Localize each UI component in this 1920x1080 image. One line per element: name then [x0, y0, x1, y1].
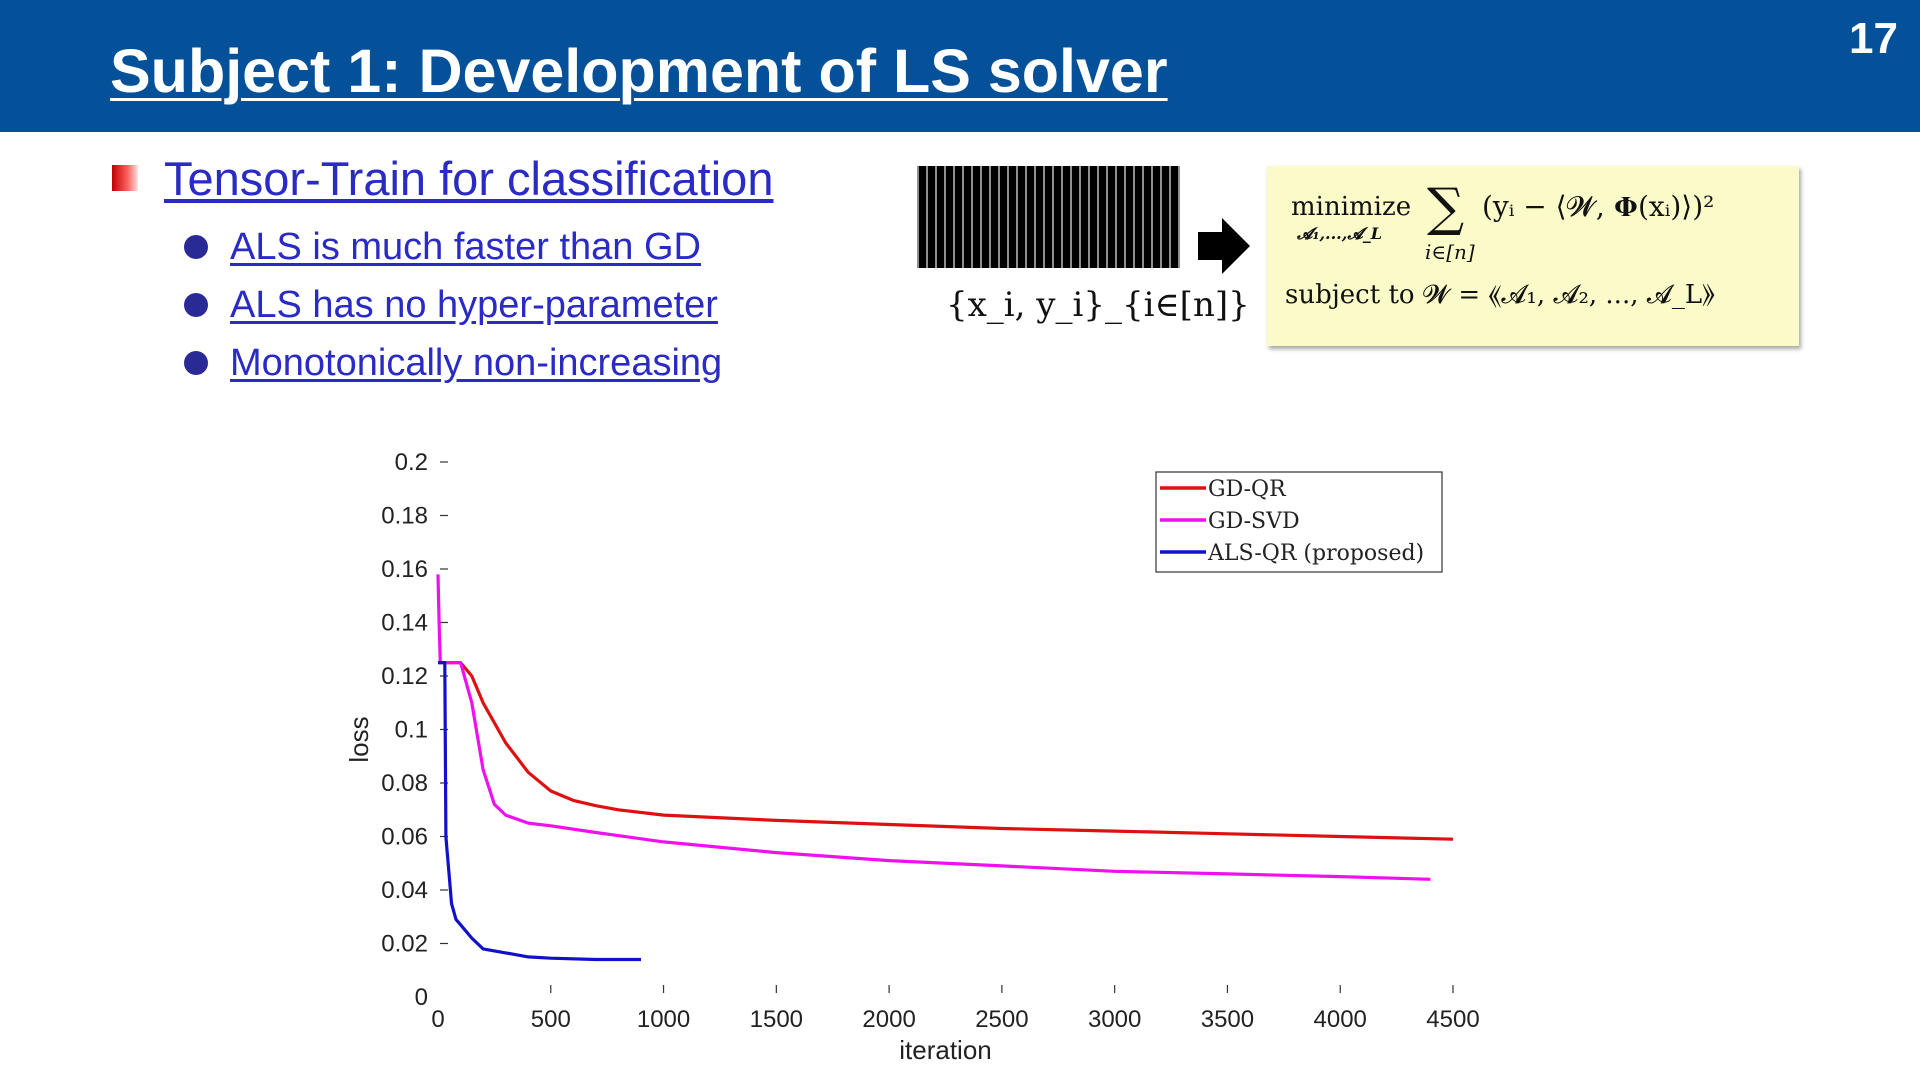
sub-bullet-link[interactable]: ALS has no hyper-parameter — [230, 283, 718, 326]
square-bullet-icon — [112, 165, 138, 191]
y-tick-label: 0 — [415, 984, 428, 1011]
main-bullet-link[interactable]: Tensor-Train for classification — [164, 151, 774, 205]
chart-axes: 0 0.02 0.04 0.06 0.08 0.1 0.12 0.14 0.16 0.18 0.2 0… — [381, 449, 1479, 1033]
x-tick-label: 3500 — [1201, 1006, 1254, 1033]
optimization-formula: minimize 𝓐₁,...,𝓐_L ∑ i∈[n] (yᵢ − ⟨𝓦, 𝚽(… — [1267, 166, 1799, 346]
sub-bullet-link[interactable]: ALS is much faster than GD — [230, 225, 701, 268]
list-item: Monotonically non-increasing — [184, 334, 722, 392]
sum-symbol: ∑ — [1427, 178, 1465, 238]
loss-chart: 0 0.02 0.04 0.06 0.08 0.1 0.12 0.14 0.16 0.18 0.2 0… — [344, 449, 1480, 1065]
page-number: 17 — [1849, 14, 1898, 63]
formula-constraint: subject to 𝓦 = ⟪𝓐₁, 𝓐₂, ..., 𝓐_L⟫ — [1285, 280, 1716, 310]
formula-objective-sub: 𝓐₁,...,𝓐_L — [1297, 224, 1383, 243]
series-line — [438, 661, 1454, 841]
right-arrow-icon — [1198, 218, 1250, 274]
chart-legend: GD-QR GD-SVD ALS-QR (proposed) — [1155, 471, 1443, 573]
main-bullet: Tensor-Train for classification — [112, 151, 774, 205]
legend-box — [1155, 471, 1443, 573]
dot-bullet-icon — [184, 293, 208, 317]
y-tick-label: 0.2 — [395, 449, 428, 476]
x-tick-label: 2000 — [862, 1006, 915, 1033]
x-tick-label: 1500 — [750, 1006, 803, 1033]
y-tick-label: 0.14 — [381, 610, 428, 637]
y-tick-label: 0.16 — [381, 556, 428, 583]
slide-header: Subject 1: Development of LS solver 17 — [0, 0, 1920, 132]
formula-sum-sub: i∈[n] — [1425, 240, 1475, 264]
x-tick-label: 1000 — [637, 1006, 690, 1033]
dot-bullet-icon — [184, 351, 208, 375]
x-tick-label: 3000 — [1088, 1006, 1141, 1033]
dataset-label: {x_i, y_i}_{i∈[n]} — [946, 285, 1250, 325]
y-axis-label: loss — [344, 716, 374, 762]
y-tick-label: 0.04 — [381, 877, 428, 904]
slide-title: Subject 1: Development of LS solver — [110, 37, 1168, 105]
series-line — [438, 661, 641, 962]
y-tick-label: 0.02 — [381, 931, 428, 958]
sub-bullet-link[interactable]: Monotonically non-increasing — [230, 341, 723, 384]
x-tick-label: 4500 — [1426, 1006, 1479, 1033]
y-tick-label: 0.1 — [395, 717, 428, 744]
series-line — [436, 574, 1431, 881]
y-tick-label: 0.12 — [381, 663, 428, 690]
y-tick-label: 0.06 — [381, 824, 428, 851]
sub-bullet-list: ALS is much faster than GD ALS has no hy… — [184, 218, 722, 392]
formula-objective-word: minimize — [1291, 192, 1412, 222]
x-tick-label: 0 — [431, 1006, 444, 1033]
list-item: ALS is much faster than GD — [184, 218, 722, 276]
list-item: ALS has no hyper-parameter — [184, 276, 722, 334]
y-tick-label: 0.18 — [381, 503, 428, 530]
y-tick-label: 0.08 — [381, 770, 428, 797]
legend-label: ALS-QR (proposed) — [1207, 541, 1424, 566]
x-axis-label: iteration — [899, 1035, 992, 1065]
chart-series — [436, 574, 1454, 962]
dot-bullet-icon — [184, 235, 208, 259]
x-tick-label: 500 — [531, 1006, 571, 1033]
legend-label: GD-SVD — [1208, 509, 1300, 534]
formula-objective-body: (yᵢ − ⟨𝓦, 𝚽(xᵢ)⟩)² — [1482, 190, 1715, 223]
x-tick-label: 4000 — [1314, 1006, 1367, 1033]
legend-label: GD-QR — [1208, 477, 1287, 502]
mnist-digits-image — [917, 166, 1180, 268]
x-tick-label: 2500 — [975, 1006, 1028, 1033]
